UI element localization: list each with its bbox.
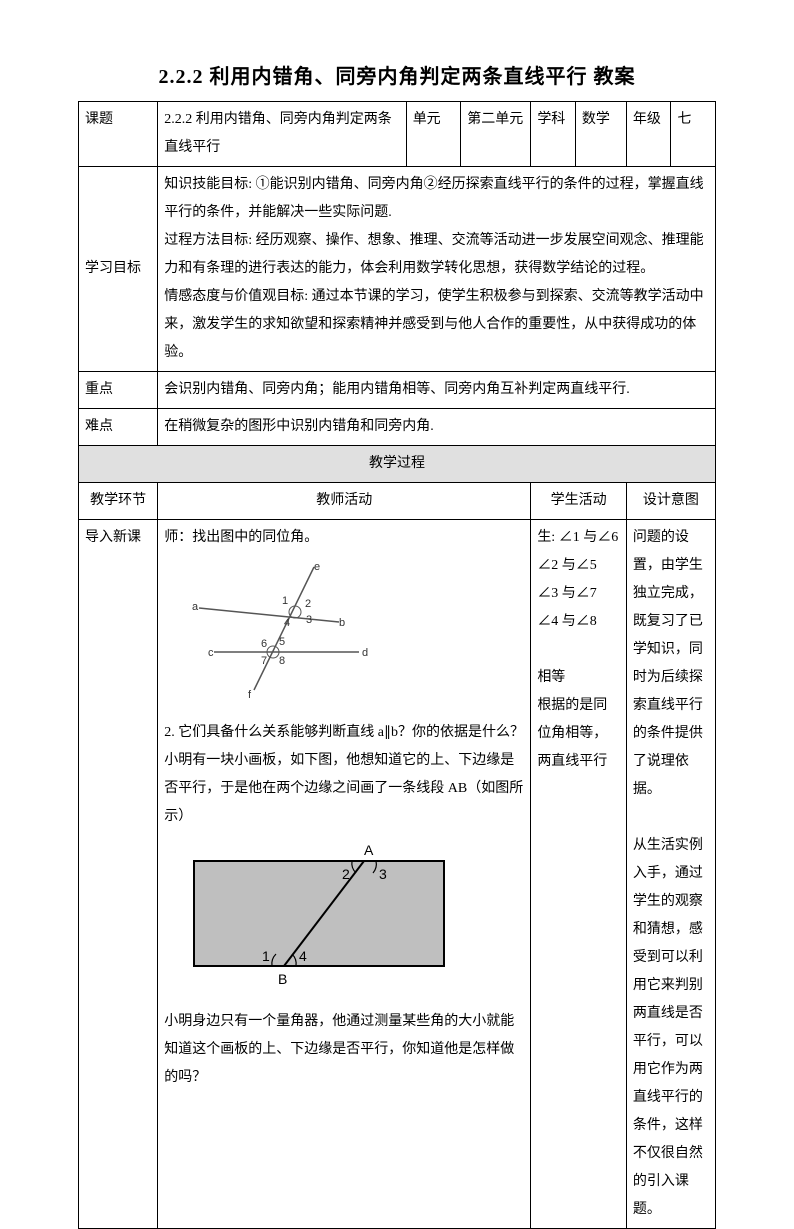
svg-text:d: d bbox=[362, 647, 368, 659]
student-s1: 生: ∠1 与∠6 bbox=[537, 524, 620, 552]
subject-value: 数学 bbox=[575, 102, 626, 167]
svg-text:2: 2 bbox=[342, 866, 350, 882]
svg-text:c: c bbox=[208, 647, 214, 659]
obj-process: 过程方法目标: 经历观察、操作、想象、推理、交流等活动进一步发展空间观念、推理能… bbox=[164, 227, 709, 283]
student-s4: ∠4 与∠8 bbox=[537, 608, 620, 636]
phase-cell: 导入新课 bbox=[79, 520, 158, 1229]
obj-knowledge: 知识技能目标: ①能识别内错角、同旁内角②经历探索直线平行的条件的过程，掌握直线… bbox=[164, 171, 709, 227]
design-d2: 从生活实例入手，通过学生的观察和猜想，感受到可以利用它来判别两直线是否平行，可以… bbox=[633, 832, 709, 1224]
label-topic: 课题 bbox=[79, 102, 158, 167]
obj-emotion: 情感态度与价值观目标: 通过本节课的学习，使学生积极参与到探索、交流等教学活动中… bbox=[164, 283, 709, 367]
label-grade: 年级 bbox=[626, 102, 671, 167]
difficulty-row: 难点 在稍微复杂的图形中识别内错角和同旁内角. bbox=[79, 409, 716, 446]
svg-text:5: 5 bbox=[279, 636, 285, 648]
svg-text:4: 4 bbox=[299, 948, 307, 964]
label-subject: 学科 bbox=[531, 102, 576, 167]
page-title: 2.2.2 利用内错角、同旁内角判定两条直线平行 教案 bbox=[78, 60, 716, 89]
col-student: 学生活动 bbox=[531, 483, 627, 520]
svg-text:f: f bbox=[248, 689, 252, 700]
lesson-plan-table: 课题 2.2.2 利用内错角、同旁内角判定两条直线平行 单元 第二单元 学科 数… bbox=[78, 101, 716, 1229]
label-difficulty: 难点 bbox=[79, 409, 158, 446]
topic-value: 2.2.2 利用内错角、同旁内角判定两条直线平行 bbox=[158, 102, 406, 167]
student-s5: 相等 bbox=[537, 664, 620, 692]
student-s2: ∠2 与∠5 bbox=[537, 552, 620, 580]
svg-text:a: a bbox=[192, 601, 199, 613]
keypoint-value: 会识别内错角、同旁内角；能用内错角相等、同旁内角互补判定两直线平行. bbox=[158, 372, 716, 409]
svg-text:7: 7 bbox=[261, 655, 267, 667]
svg-text:b: b bbox=[339, 617, 345, 629]
col-phase: 教学环节 bbox=[79, 483, 158, 520]
svg-text:3: 3 bbox=[306, 614, 312, 626]
process-header-row: 教学过程 bbox=[79, 446, 716, 483]
teacher-story1: 小明有一块小画板，如下图，他想知道它的上、下边缘是否平行，于是他在两个边缘之间画… bbox=[164, 747, 524, 831]
angle-diagram-1: a b c d e f 1 2 3 4 5 6 7 8 bbox=[184, 560, 524, 711]
teacher-story2: 小明身边只有一个量角器，他通过测量某些角的大小就能知道这个画板的上、下边缘是否平… bbox=[164, 1008, 524, 1092]
col-teacher: 教师活动 bbox=[158, 483, 531, 520]
svg-text:e: e bbox=[314, 561, 320, 573]
svg-text:6: 6 bbox=[261, 638, 267, 650]
svg-text:2: 2 bbox=[305, 598, 311, 610]
design-cell: 问题的设置，由学生独立完成，既复习了已学知识，同时为后续探索直线平行的条件提供了… bbox=[626, 520, 715, 1229]
label-unit: 单元 bbox=[406, 102, 461, 167]
keypoint-row: 重点 会识别内错角、同旁内角；能用内错角相等、同旁内角互补判定两直线平行. bbox=[79, 372, 716, 409]
unit-value: 第二单元 bbox=[461, 102, 531, 167]
grade-value: 七 bbox=[671, 102, 716, 167]
svg-text:4: 4 bbox=[284, 617, 290, 629]
design-d1: 问题的设置，由学生独立完成，既复习了已学知识，同时为后续探索直线平行的条件提供了… bbox=[633, 524, 709, 804]
label-keypoint: 重点 bbox=[79, 372, 158, 409]
student-s3: ∠3 与∠7 bbox=[537, 580, 620, 608]
svg-text:1: 1 bbox=[262, 948, 270, 964]
content-row: 导入新课 师：找出图中的同位角。 a b c d bbox=[79, 520, 716, 1229]
process-header: 教学过程 bbox=[79, 446, 716, 483]
difficulty-value: 在稍微复杂的图形中识别内错角和同旁内角. bbox=[158, 409, 716, 446]
svg-text:8: 8 bbox=[279, 655, 285, 667]
col-design: 设计意图 bbox=[626, 483, 715, 520]
student-s6: 根据的是同位角相等，两直线平行 bbox=[537, 692, 620, 776]
svg-text:B: B bbox=[278, 971, 287, 987]
objectives-content: 知识技能目标: ①能识别内错角、同旁内角②经历探索直线平行的条件的过程，掌握直线… bbox=[158, 167, 716, 372]
board-diagram: A B 2 3 1 4 bbox=[184, 839, 524, 1000]
teacher-q2: 2. 它们具备什么关系能够判断直线 a∥b？你的依据是什么？ bbox=[164, 719, 524, 747]
svg-text:A: A bbox=[364, 842, 374, 858]
teacher-q1: 师：找出图中的同位角。 bbox=[164, 524, 524, 552]
svg-text:1: 1 bbox=[282, 595, 288, 607]
teacher-cell: 师：找出图中的同位角。 a b c d e bbox=[158, 520, 531, 1229]
svg-text:3: 3 bbox=[379, 866, 387, 882]
label-objectives: 学习目标 bbox=[79, 167, 158, 372]
header-row-1: 课题 2.2.2 利用内错角、同旁内角判定两条直线平行 单元 第二单元 学科 数… bbox=[79, 102, 716, 167]
student-cell: 生: ∠1 与∠6 ∠2 与∠5 ∠3 与∠7 ∠4 与∠8 相等 根据的是同位… bbox=[531, 520, 627, 1229]
objectives-row: 学习目标 知识技能目标: ①能识别内错角、同旁内角②经历探索直线平行的条件的过程… bbox=[79, 167, 716, 372]
column-header-row: 教学环节 教师活动 学生活动 设计意图 bbox=[79, 483, 716, 520]
